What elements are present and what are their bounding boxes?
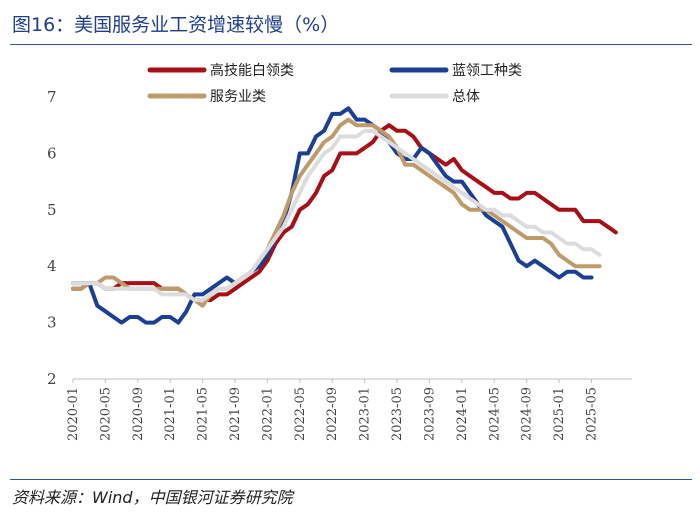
title-rule xyxy=(10,44,692,45)
x-tick-label: 2022-09 xyxy=(325,387,340,441)
x-tick-label: 2020-01 xyxy=(66,387,81,441)
legend-label: 蓝领工种类 xyxy=(452,63,522,79)
y-tick-label: 7 xyxy=(47,88,57,106)
series-line-2 xyxy=(71,106,594,325)
x-tick-label: 2021-05 xyxy=(196,387,211,441)
y-tick-label: 3 xyxy=(47,314,57,332)
series-line-1 xyxy=(71,123,618,302)
legend-label: 高技能白领类 xyxy=(210,62,294,79)
x-tick-label: 2023-01 xyxy=(358,387,373,441)
x-tick-label: 2023-05 xyxy=(390,387,405,441)
x-tick-label: 2024-09 xyxy=(520,387,535,441)
source-rule xyxy=(10,479,692,480)
x-tick-label: 2020-09 xyxy=(131,387,146,441)
figure-title: 图16：美国服务业工资增速较慢（%） xyxy=(12,14,340,36)
x-tick-label: 2022-01 xyxy=(260,387,275,441)
x-tick-label: 2020-05 xyxy=(98,387,113,441)
source-note: 资料来源：Wind，中国银河证券研究院 xyxy=(12,488,293,507)
x-tick-label: 2022-05 xyxy=(293,387,308,441)
y-tick-label: 4 xyxy=(47,257,57,275)
x-tick-label: 2024-05 xyxy=(487,387,502,441)
y-tick-label: 2 xyxy=(47,370,57,388)
y-axis-ticks: 2 3 4 5 6 7 xyxy=(47,88,57,388)
x-tick-label: 2025-05 xyxy=(584,387,599,441)
x-tick-label: 2021-09 xyxy=(228,387,243,441)
series-line-3 xyxy=(71,117,602,308)
series-lines xyxy=(71,106,618,325)
legend-label: 总体 xyxy=(452,89,480,105)
y-tick-label: 5 xyxy=(47,201,57,219)
x-tick-label: 2023-09 xyxy=(422,387,437,441)
legend-label: 服务业类 xyxy=(210,89,266,105)
y-tick-label: 6 xyxy=(47,144,57,162)
x-tick-label: 2021-01 xyxy=(163,387,178,441)
x-tick-label: 2025-01 xyxy=(552,387,567,441)
x-axis-tick-labels: 2020-01 2020-05 2020-09 2021-01 2021-05 2021-… xyxy=(66,379,599,441)
series-line-4 xyxy=(71,128,602,302)
x-tick-label: 2024-01 xyxy=(455,387,470,441)
